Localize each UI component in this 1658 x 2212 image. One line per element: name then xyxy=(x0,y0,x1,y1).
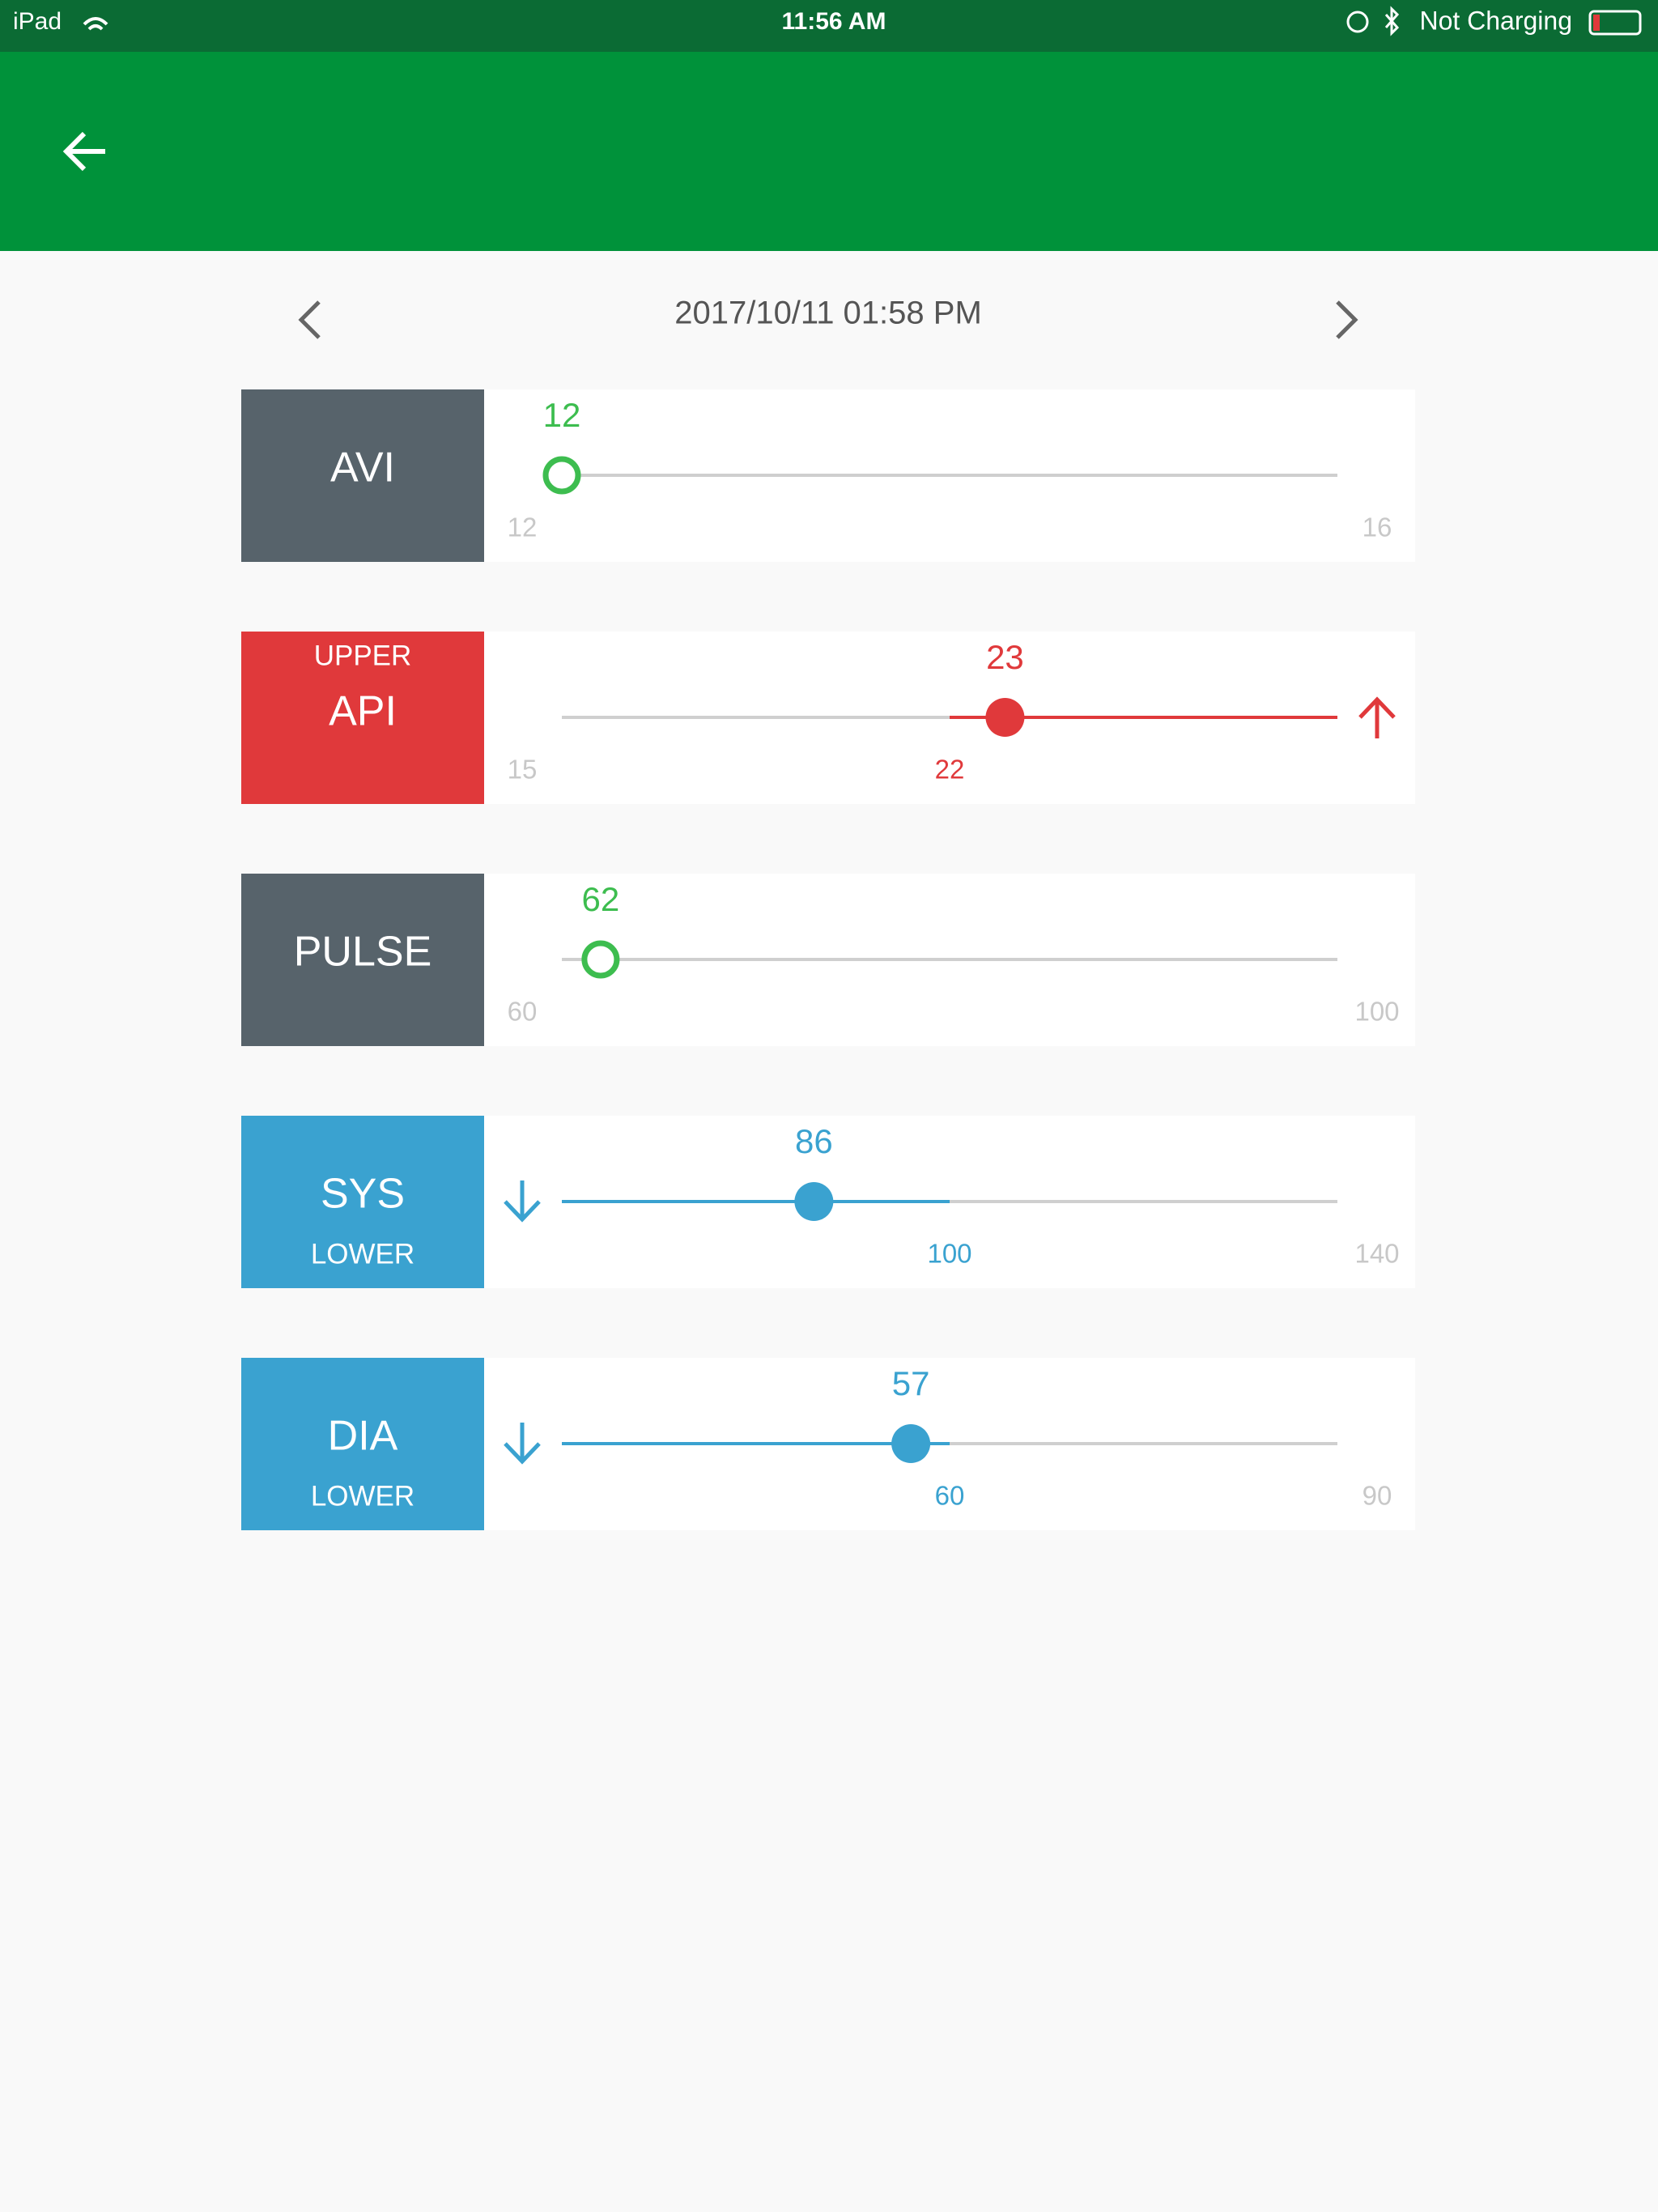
previous-button[interactable] xyxy=(298,300,321,339)
label: AVI xyxy=(330,445,395,491)
wifi-icon xyxy=(83,17,108,31)
knob xyxy=(985,698,1025,737)
tag: LOWER xyxy=(311,1480,414,1512)
down-arrow xyxy=(504,1180,541,1223)
min-label: 12 xyxy=(508,513,538,542)
tag: LOWER xyxy=(311,1238,414,1270)
label-block xyxy=(241,1358,484,1530)
min-label: 15 xyxy=(508,755,538,785)
max-label: 16 xyxy=(1363,513,1392,542)
clock: 11:56 AM xyxy=(782,8,886,35)
min-label: 60 xyxy=(508,997,538,1027)
battery-status: Not Charging xyxy=(1419,6,1572,35)
label: SYS xyxy=(321,1171,405,1218)
app-bar xyxy=(0,52,1658,251)
battery-level xyxy=(1593,15,1600,31)
up-arrow xyxy=(1358,696,1396,738)
value-label: 86 xyxy=(795,1122,833,1160)
device-name: iPad xyxy=(13,8,62,35)
label-block xyxy=(241,874,484,1046)
bluetooth-icon xyxy=(1384,6,1400,36)
back-button[interactable] xyxy=(62,131,105,172)
date: 2017/10/11 01:58 PM xyxy=(674,296,982,331)
down-arrow xyxy=(504,1423,541,1465)
knob xyxy=(891,1424,931,1463)
threshold-label: 100 xyxy=(927,1239,971,1269)
value-label: 57 xyxy=(892,1364,930,1402)
threshold-label: 60 xyxy=(935,1481,965,1511)
status-bar xyxy=(0,0,1658,52)
value-label: 62 xyxy=(582,880,620,918)
tag: UPPER xyxy=(314,640,412,671)
knob xyxy=(794,1182,834,1221)
knob xyxy=(581,940,620,979)
label-block xyxy=(241,389,484,562)
label: DIA xyxy=(328,1413,398,1460)
value-label: 12 xyxy=(543,396,581,434)
label-block xyxy=(241,1116,484,1288)
max-label: 100 xyxy=(1354,997,1399,1027)
value-label: 23 xyxy=(986,638,1024,676)
label: PULSE xyxy=(294,929,432,976)
max-label: 90 xyxy=(1363,1481,1392,1511)
knob xyxy=(542,456,581,495)
label-block xyxy=(241,632,484,804)
lock-icon xyxy=(1346,11,1369,33)
next-button[interactable] xyxy=(1336,300,1358,339)
battery-icon xyxy=(1588,10,1642,36)
max-label: 140 xyxy=(1354,1239,1399,1269)
threshold-label: 22 xyxy=(935,755,965,785)
label: API xyxy=(329,688,397,735)
